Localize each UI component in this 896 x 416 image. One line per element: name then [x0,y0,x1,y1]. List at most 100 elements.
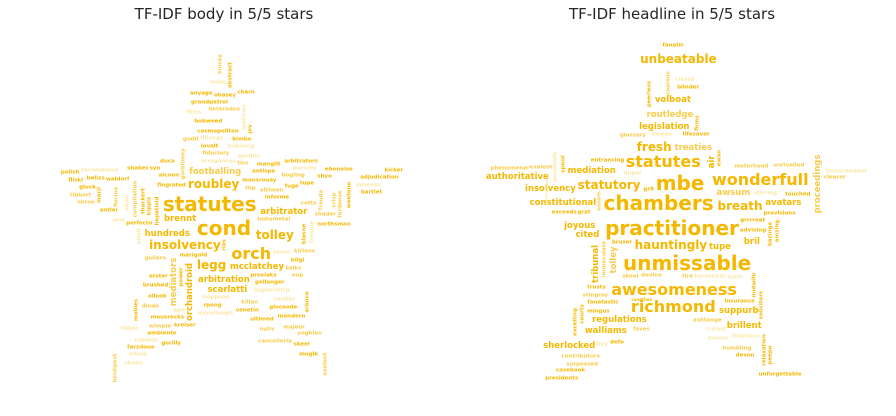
cloud-word: conifer [273,296,295,303]
cloud-word: riagar [119,324,139,331]
cloud-word: folksong [227,143,255,150]
cloud-word: informe [264,194,290,201]
cloud-word: hauntingly [634,237,708,252]
cloud-word: tiss [237,159,249,166]
cloud-word: fanatastic [587,299,619,306]
cloud-word: tolley [255,227,294,242]
cloud-word: eltalt [135,228,142,245]
cloud-word: gorblimey [180,148,187,180]
cloud-word: peerless [646,80,653,107]
cloud-word: insurance [724,298,755,305]
cloud-word: mbe [655,170,705,195]
cloud-word: power [178,267,185,287]
cloud-word: classy [675,75,695,82]
cloud-word: mousrouay [242,177,277,184]
cloud-word: eltheen [259,187,284,194]
cloud-word: bazinga [767,221,774,247]
cloud-word: mediation [567,166,616,177]
cloud-word: cond [196,216,252,240]
cloud-word: cotts [300,199,317,206]
cloud-word: bey [596,341,608,348]
cloud-word: fanatic [662,42,685,49]
cloud-word: heterodox [208,106,241,113]
cloud-word: defo [610,338,624,345]
cloud-word: diode [141,303,159,310]
cloud-word: prosiaks [250,272,277,279]
cloud-word: casebook [555,367,586,374]
cloud-word: devon [735,352,755,359]
cloud-word: ambiente [147,329,177,336]
cloud-word: cosmopolitan [197,128,239,135]
cloud-word: gorblin [238,152,261,159]
cloud-word: antler [99,206,119,213]
cloud-word: constitutional [529,197,597,208]
cloud-word: venetin [235,307,259,313]
cloud-word: statutes [162,191,257,216]
cloud-word: wonderfull [711,169,809,189]
cloud-word: gorilly [161,340,182,347]
cloud-word: rubbish [134,337,159,344]
cloud-word: ewan [716,149,723,167]
cloud-word: fiduciary [202,149,230,156]
cloud-word: mingus [586,307,610,314]
cloud-word: legislation [639,121,690,132]
cloud-word: yoghlon [297,330,323,337]
cloud-word: kreiser [174,322,196,329]
cloud-word: fiorina [113,186,120,207]
left-wordcloud-panel: TF-IDF body in 5/5 stars cond statutes orc… [0,5,448,413]
cloud-word: majeur [283,324,305,331]
cloud-word: crisp [330,192,337,208]
cloud-word: ostin [727,273,743,280]
cloud-word: bartlet [360,189,383,196]
cloud-word: fardonse [337,190,344,218]
cloud-word: marigold [179,251,208,258]
cloud-word: bobymetal [257,216,291,223]
cloud-word: kelks [285,264,302,271]
cloud-word: frauda [318,189,325,210]
cloud-word: tibbert [69,192,92,199]
cloud-word: erster [149,273,168,280]
cloud-word: statutes [625,152,701,172]
cloud-word: bilgi [290,257,305,264]
cloud-word: money [707,335,729,341]
cloud-word: grat [577,209,591,216]
cloud-word: provisions [763,210,796,217]
cloud-word: mccollough [197,309,233,316]
cloud-word: thackert [139,188,146,215]
cloud-word: gluck [79,184,96,191]
cloud-word: fitiss [186,109,202,116]
cloud-word: farzdoue [127,343,155,350]
cloud-word: firms [694,115,701,132]
cloud-word: footballing [189,166,242,177]
cloud-word: arrogances [200,158,236,165]
cloud-word: governance [543,178,549,205]
cloud-word: volboat [654,95,691,106]
cloud-word: bogling [281,172,305,179]
cloud-word: marjl [96,187,103,204]
cloud-word: hysterical [694,273,726,280]
cloud-word: routledge [646,109,694,120]
cloud-word: kippis [146,197,153,216]
cloud-word: duper [623,170,642,177]
cloud-word: duca [160,158,175,165]
cloud-word: insolvency [525,183,576,194]
cloud-word: hilarious [732,332,760,339]
cloud-word: courts [578,304,585,325]
cloud-word: grandpatrol [190,99,228,106]
cloud-word: blinder [677,84,700,91]
cloud-word: mediators [168,257,179,307]
cloud-word: breath [717,198,763,213]
cloud-word: condition [631,297,653,303]
cloud-word: eltalq [129,351,147,358]
left-wordcloud-star: cond statutes orch legg insolvency roubley tol… [0,28,448,413]
cloud-word: mcclatchey [229,261,285,272]
cloud-word: fingrated [157,182,186,189]
cloud-word: stirring [754,190,778,197]
cloud-word: moglk [299,351,319,358]
cloud-word: brennt [164,213,197,224]
cloud-word: tribunal [591,244,602,283]
cloud-word: intmosh [355,182,381,189]
cloud-word: joyous [564,220,596,231]
cloud-word: killan [241,298,259,305]
cloud-word: avatars [765,197,802,208]
